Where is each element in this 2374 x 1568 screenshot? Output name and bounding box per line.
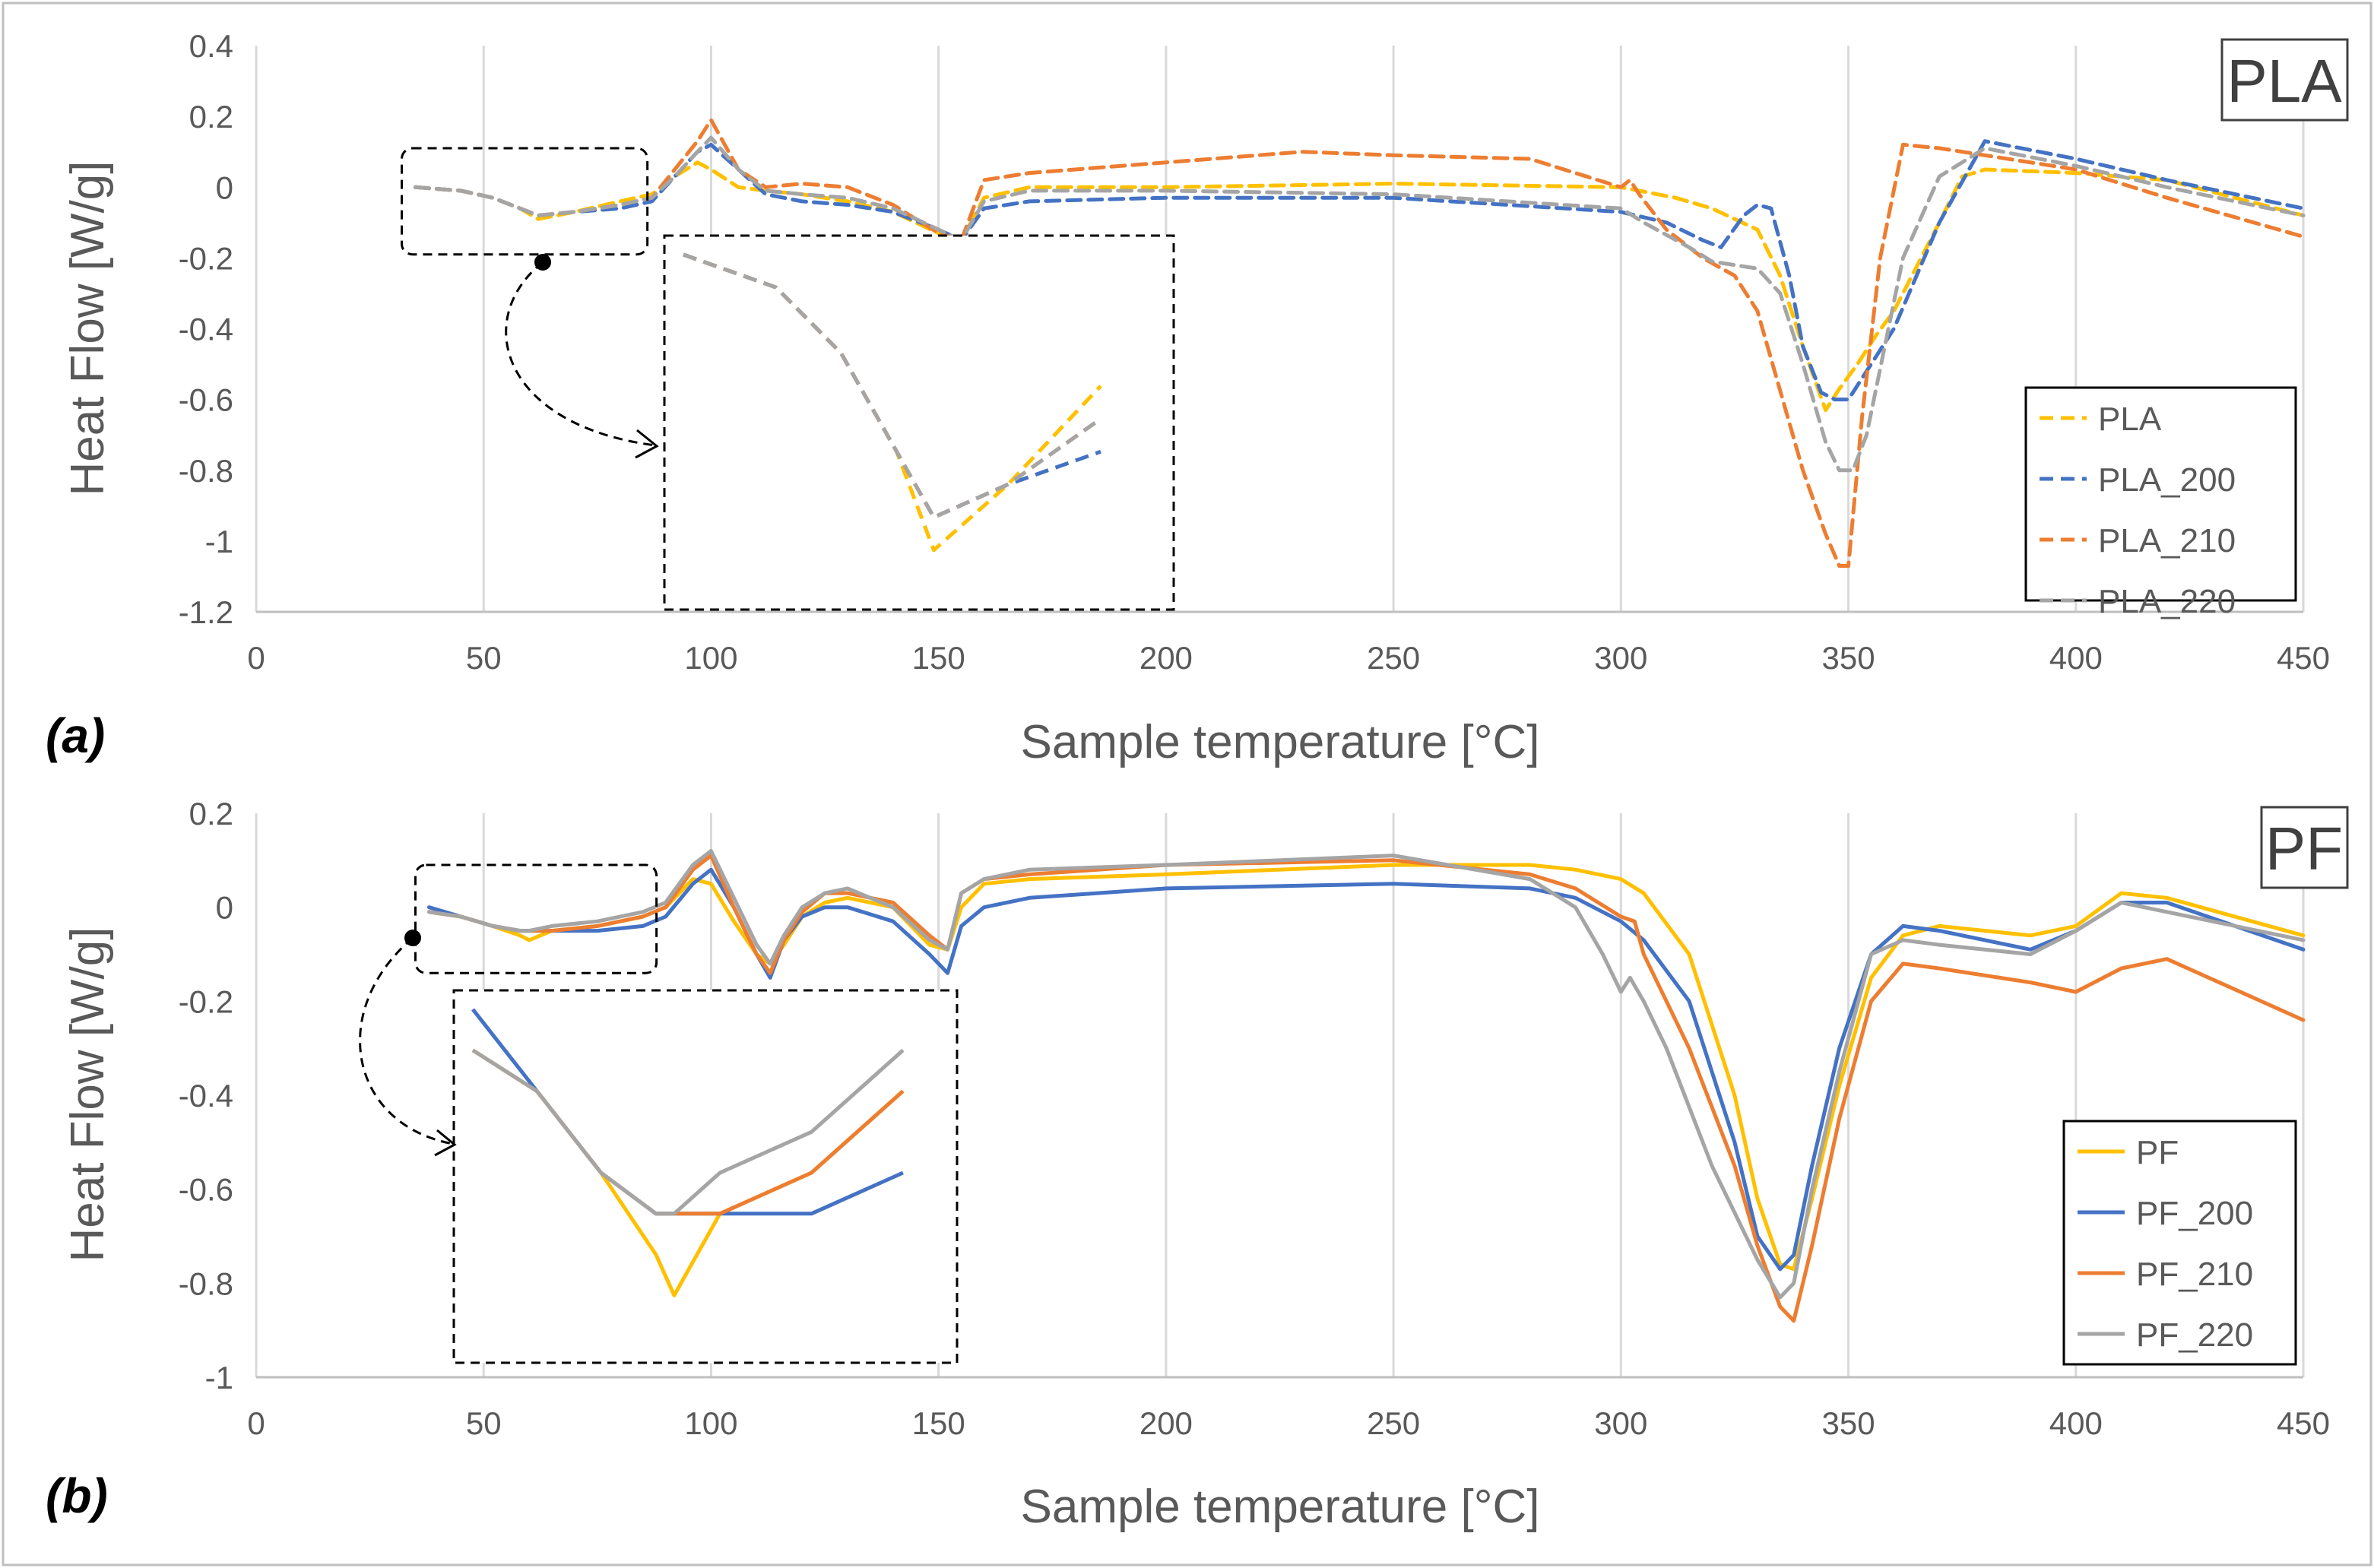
- panel-b-x-tick-label: 50: [466, 1405, 502, 1441]
- panel-a-series-group: [414, 118, 2306, 568]
- panel-a-label: (a): [46, 708, 105, 763]
- panel-a-y-axis-label: Heat Flow [W/g]: [62, 161, 114, 496]
- panel-a-title-box: [2220, 38, 2349, 122]
- panel-a-zoom-region: [401, 147, 649, 256]
- panel-a-legend: PLA PLA_200 PLA_210 PLA_220: [2024, 386, 2297, 620]
- panel-b-x-tick-label: 150: [912, 1405, 965, 1441]
- panel-a-y-tick-label: -0.6: [179, 382, 233, 418]
- panel-a-x-tick-label: 200: [1139, 640, 1193, 676]
- panel-a-y-tick-label: -1.2: [179, 594, 233, 630]
- panel-a-series-line: [414, 160, 2306, 413]
- panel-b-x-axis-label: Sample temperature [°C]: [1021, 1481, 1540, 1533]
- panel-a-inset-series-group: [683, 252, 1102, 553]
- panel-a-y-tick-label: -0.4: [179, 312, 233, 347]
- panel-b-y-tick-label: -1: [205, 1360, 233, 1395]
- panel-a-x-tick-label: 350: [1822, 640, 1875, 676]
- panel-b-inset-series-line: [471, 1048, 905, 1216]
- panel-b-y-tick-label: -0.6: [179, 1172, 233, 1208]
- panel-a-x-tick-label: 0: [247, 640, 265, 676]
- panel-a-y-tick-label: -0.8: [179, 453, 233, 489]
- panel-b-x-tick-label: 400: [2049, 1405, 2103, 1441]
- panel-b-series-line: [426, 867, 2306, 1272]
- panel-b-zoom-arrow: [359, 936, 454, 1145]
- panel-a-y-tick-label: 0.2: [189, 99, 233, 135]
- panel-b-y-tick-label: 0.2: [189, 796, 233, 832]
- panel-b-title: PF: [2265, 815, 2343, 882]
- panel-b-inset-series-group: [471, 1008, 905, 1297]
- panel-a-legend-entry: PLA_220: [2098, 583, 2236, 620]
- panel-a-title: PLA: [2227, 47, 2342, 115]
- panel-a-y-tick-label: -0.2: [179, 240, 233, 276]
- panel-a-y-tick-label: -1: [205, 524, 233, 559]
- panel-a-y-tick-label: 0.4: [189, 28, 233, 64]
- panel-b-x-tick-label: 0: [247, 1405, 265, 1441]
- panel-a-x-tick-label: 150: [912, 640, 965, 676]
- panel-b-legend-entry: PF_200: [2136, 1195, 2253, 1232]
- panel-b-x-tick-label: 100: [684, 1405, 737, 1441]
- panel-b-legend-entry: PF_220: [2136, 1316, 2253, 1354]
- panel-b-legend: PF PF_200 PF_210 PF_220: [2062, 1120, 2297, 1366]
- panel-b-legend-frame: [2062, 1120, 2297, 1366]
- panel-a-legend-entry: PLA: [2098, 401, 2162, 438]
- panel-b-x-tick-label: 450: [2277, 1405, 2330, 1441]
- panel-b-series-line: [426, 854, 2306, 1323]
- panel-b-label: (b): [46, 1468, 108, 1523]
- panel-a-series-line: [414, 139, 2306, 402]
- panel-b-y-tick-label: -0.8: [179, 1265, 233, 1301]
- panel-a-y-tick-label: 0: [216, 169, 233, 205]
- panel-b-x-tick-label: 350: [1822, 1405, 1875, 1441]
- panel-a-x-tick-label: 300: [1594, 640, 1647, 676]
- panel-b-y-tick-label: 0: [216, 890, 233, 926]
- panel-b-y-tick-label: -0.2: [179, 984, 233, 1019]
- panel-b-y-axis-label: Heat Flow [W/g]: [62, 927, 114, 1262]
- panel-b-legend-entry: PF_210: [2136, 1256, 2253, 1293]
- panel-b-x-tick-label: 250: [1367, 1405, 1420, 1441]
- panel-a-inset-box: [663, 234, 1175, 611]
- panel-b-series-group: [426, 849, 2306, 1323]
- panel-a-x-tick-label: 400: [2049, 640, 2103, 676]
- panel-a-x-axis-label: Sample temperature [°C]: [1021, 716, 1540, 768]
- panel-b-series-line: [426, 849, 2306, 1300]
- panel-a-series-line: [414, 135, 2306, 473]
- panel-a-x-tick-label: 50: [466, 640, 502, 676]
- panel-a-x-tick-label: 450: [2277, 640, 2330, 676]
- panel-a-x-tick-label: 100: [684, 640, 737, 676]
- panel-b-inset-box: [452, 989, 959, 1364]
- panel-a-legend-entry: PLA_200: [2098, 461, 2236, 499]
- panel-a-zoom-arrow: [505, 261, 656, 447]
- panel-a-zoom-arrow-head: [635, 429, 659, 459]
- panel-a-legend-entry: PLA_210: [2098, 522, 2236, 559]
- panel-b-y-tick-label: -0.4: [179, 1078, 233, 1113]
- panel-b-zoom-arrow-head: [434, 1129, 457, 1157]
- panel-b-zoom-region: [414, 863, 658, 974]
- panel-b-x-tick-label: 200: [1139, 1405, 1193, 1441]
- panel-b-legend-entry: PF: [2136, 1134, 2179, 1171]
- panel-b-title-box: [2260, 806, 2349, 889]
- panel-a-inset-series-line: [683, 252, 1102, 520]
- panel-a-legend-frame: [2024, 386, 2297, 602]
- panel-b-x-tick-label: 300: [1594, 1405, 1647, 1441]
- panel-a: 0 50 100 150 200 250 300 350 400 450 0.4 0.2 0 -0.2 -0…: [46, 28, 2349, 768]
- panel-b: 0 50 100 150 200 250 300 350 400 450 0.2 0 -0.2 -0.4 -…: [46, 796, 2349, 1533]
- panel-a-x-tick-label: 250: [1367, 640, 1420, 676]
